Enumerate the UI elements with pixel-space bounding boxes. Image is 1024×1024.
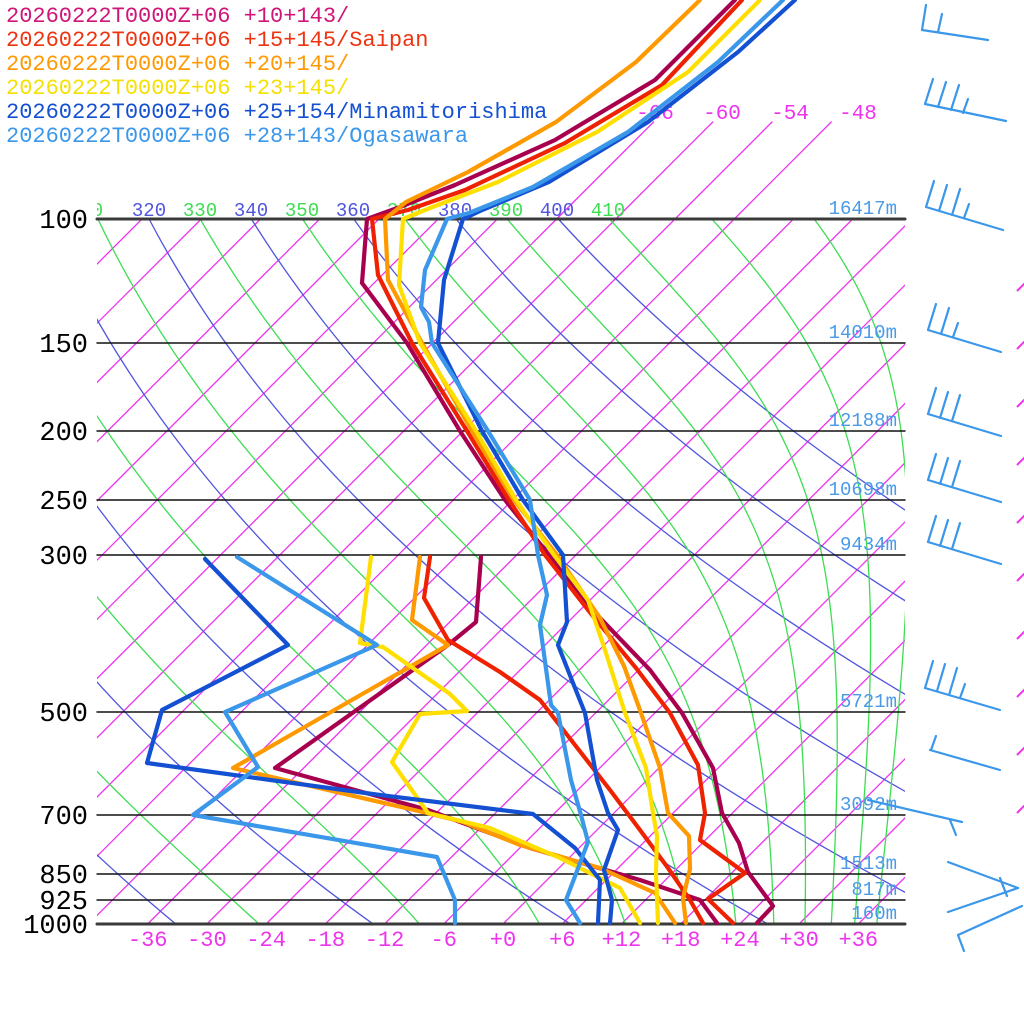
pressure-label: 150 (39, 331, 88, 361)
pressure-label: 850 (39, 862, 88, 892)
height-label: 10698m (829, 479, 897, 501)
wind-barb (920, 3, 990, 42)
theta-label: 400 (540, 200, 574, 222)
edge-isotherm-dash (1016, 746, 1024, 756)
wind-barb (924, 179, 1005, 232)
edge-isotherm-dash (1016, 804, 1024, 814)
height-label: 1513m (840, 853, 897, 875)
pressure-label: 300 (39, 543, 88, 573)
temp-tick-label: -18 (306, 928, 346, 953)
dewpoint-trace (357, 554, 643, 926)
theta-label: 330 (183, 200, 217, 222)
edge-isotherm-dash (1016, 630, 1024, 640)
wind-barb (923, 77, 1008, 123)
theta-label: 350 (285, 200, 319, 222)
station-line: 20260222T0000Z+06 +15+145/Saipan (6, 28, 428, 53)
edge-isotherm-dash (1016, 282, 1024, 292)
theta-label: 340 (234, 200, 268, 222)
temp-tick-label: +30 (779, 928, 819, 953)
height-label: 16417m (829, 198, 897, 220)
temp-tick-label: -36 (128, 928, 168, 953)
pressure-label: 925 (39, 888, 88, 918)
sounding-traces (144, 0, 798, 926)
pressure-label: 1000 (23, 912, 88, 942)
edge-isotherm-dash (1016, 340, 1024, 350)
edge-isotherm-dash (1016, 688, 1024, 698)
edge-isotherm-dash (1016, 572, 1024, 582)
temp-tick-label: +24 (720, 928, 760, 953)
wind-barb (926, 514, 1003, 566)
upper-isotherm-label: -48 (839, 103, 877, 126)
pressure-label: 100 (39, 207, 88, 237)
station-line: 20260222T0000Z+06 +10+143/ (6, 4, 349, 29)
station-line: 20260222T0000Z+06 +23+145/ (6, 76, 349, 101)
dewpoint-trace (190, 554, 458, 926)
station-line: 20260222T0000Z+06 +25+154/Minamitorishim… (6, 100, 547, 125)
height-label: 160m (851, 903, 897, 925)
dewpoint-trace (421, 554, 706, 926)
wind-barb (923, 659, 1002, 712)
temp-tick-label: +18 (661, 928, 701, 953)
edge-isotherm-dash (1016, 514, 1024, 524)
temp-tick-label: -24 (246, 928, 286, 953)
station-line: 20260222T0000Z+06 +20+145/ (6, 52, 349, 77)
temperature-trace (418, 0, 786, 926)
height-label: 12188m (829, 410, 897, 432)
theta-label: 360 (336, 200, 370, 222)
theta-label: 320 (132, 200, 166, 222)
wind-barb (926, 452, 1003, 504)
station-line: 20260222T0000Z+06 +28+143/Ogasawara (6, 124, 468, 149)
temp-tick-label: -12 (365, 928, 405, 953)
pressure-lines (95, 217, 907, 926)
upper-isotherm-label: -60 (703, 103, 741, 126)
wind-barbs (866, 3, 1024, 953)
upper-isotherm-label: -54 (771, 103, 809, 126)
wind-barb (926, 386, 1003, 438)
temp-tick-label: -6 (431, 928, 457, 953)
edge-isotherm-dash (1016, 456, 1024, 466)
wind-barb (926, 302, 1003, 354)
pressure-label: 250 (39, 488, 88, 518)
axis-labels: 100 16417m 150 14010m 200 12188m 250 10698m 300 9… (23, 103, 897, 953)
theta-label: 410 (591, 200, 625, 222)
theta-label: 310 (69, 200, 103, 222)
temperature-trace (369, 0, 748, 926)
dewpoint-trace (144, 556, 603, 926)
station-header: 20260222T0000Z+06 +10+143/ 20260222T0000… (6, 4, 547, 149)
height-label: 5721m (840, 691, 897, 713)
pressure-label: 500 (39, 700, 88, 730)
height-label: 3092m (840, 794, 897, 816)
height-label: 9434m (840, 534, 897, 556)
pressure-label: 200 (39, 419, 88, 449)
temp-tick-label: -30 (187, 928, 227, 953)
temp-tick-label: +36 (839, 928, 879, 953)
temp-tick-label: +0 (490, 928, 516, 953)
temp-tick-label: +12 (602, 928, 642, 953)
pressure-label: 700 (39, 803, 88, 833)
wind-barb (946, 860, 1024, 953)
temp-tick-label: +6 (549, 928, 575, 953)
height-label: 14010m (829, 322, 897, 344)
height-label: 817m (851, 879, 897, 901)
edge-isotherm-dash (1016, 398, 1024, 408)
wind-barb (866, 798, 964, 837)
wind-barb (928, 734, 1002, 772)
